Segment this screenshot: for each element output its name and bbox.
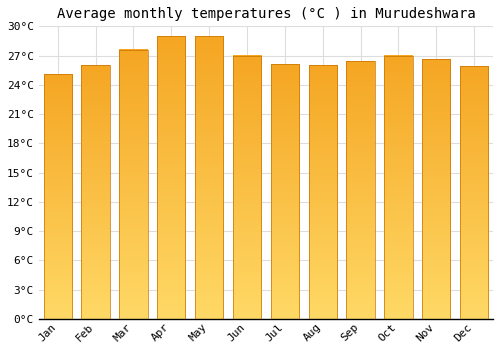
Bar: [44, 74, 72, 319]
Bar: [460, 66, 488, 319]
Bar: [82, 65, 110, 319]
Bar: [195, 36, 224, 319]
Bar: [233, 56, 261, 319]
Bar: [308, 65, 337, 319]
Bar: [270, 64, 299, 319]
Title: Average monthly temperatures (°C ) in Murudeshwara: Average monthly temperatures (°C ) in Mu…: [56, 7, 476, 21]
Bar: [384, 56, 412, 319]
Bar: [119, 50, 148, 319]
Bar: [422, 60, 450, 319]
Bar: [157, 36, 186, 319]
Bar: [346, 61, 375, 319]
